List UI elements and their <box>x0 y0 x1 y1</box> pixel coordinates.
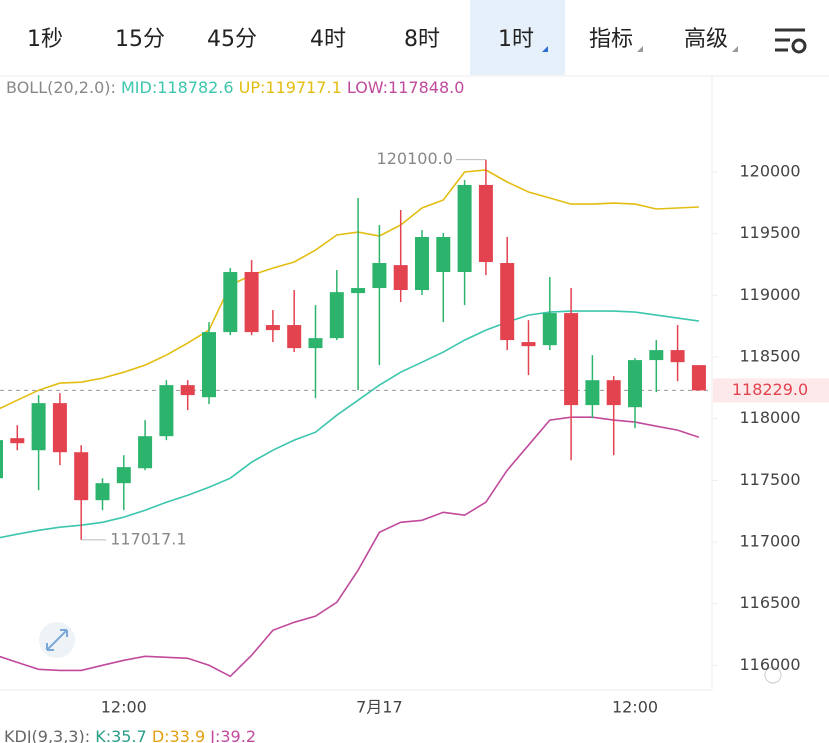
y-tick-label: 118000 <box>739 408 800 427</box>
candle-body <box>31 403 46 451</box>
candle-body <box>457 184 472 273</box>
candle-body <box>606 380 621 406</box>
candle-body <box>691 365 706 391</box>
x-tick-label: 7月17 <box>356 698 403 717</box>
x-tick-label: 12:00 <box>612 698 658 717</box>
candle-body <box>95 483 110 501</box>
indicator-legend: BOLL(20,2.0): MID:118782.6 UP:119717.1 L… <box>6 78 464 97</box>
candle-body <box>52 403 67 453</box>
candle-body <box>372 263 387 289</box>
band-line <box>0 169 699 410</box>
candle-body <box>500 263 515 341</box>
tab[interactable]: 高级 <box>684 27 728 52</box>
sub-indicator-value: K:35.7 <box>95 727 147 743</box>
sub-indicator-value: D:33.9 <box>152 727 205 743</box>
candle-body <box>223 272 238 333</box>
candle-body <box>564 313 579 406</box>
tab-bar: 1秒 15分 45分 4时 8时 1时 指标 高级 <box>27 27 738 52</box>
candle-body <box>180 385 195 396</box>
tab[interactable]: 1时 <box>498 27 534 52</box>
tab[interactable]: 1秒 <box>27 27 63 52</box>
y-tick-label: 116000 <box>739 655 800 674</box>
x-tick-label: 12:00 <box>101 698 147 717</box>
candle-body <box>628 360 642 408</box>
candle-body <box>393 265 408 291</box>
y-tick-label: 120000 <box>739 162 800 181</box>
candle-body <box>74 452 89 501</box>
sub-indicator-title: KDJ(9,3,3): <box>4 727 90 743</box>
last-price-label: 118229.0 <box>732 380 808 399</box>
tab[interactable]: 指标 <box>589 27 633 52</box>
indicator-value: LOW:117848.0 <box>347 78 465 97</box>
last-price-bg <box>713 378 829 403</box>
tab[interactable]: 8时 <box>404 27 440 52</box>
sub-indicator-value: J:39.2 <box>209 727 256 743</box>
tab[interactable]: 45分 <box>207 27 257 52</box>
band-line <box>0 416 700 678</box>
y-tick-label: 117500 <box>739 470 800 489</box>
expand-icon[interactable] <box>39 622 75 658</box>
candle-body <box>351 288 366 294</box>
candle-body <box>202 332 216 398</box>
selected-tab-bg <box>470 0 565 75</box>
candle-body <box>478 184 493 263</box>
candle-body <box>542 313 557 346</box>
max-label: 120100.0 <box>377 149 453 168</box>
indicator-value: MID:118782.6 <box>121 78 234 97</box>
y-tick-label: 119000 <box>739 285 800 304</box>
y-tick-label: 118500 <box>739 347 800 366</box>
sub-indicator-legend: KDJ(9,3,3): K:35.7 D:33.9 J:39.2 <box>4 727 256 743</box>
indicator-title: BOLL(20,2.0): <box>6 78 116 97</box>
tab[interactable]: 15分 <box>115 27 165 52</box>
plot: 116000 116500 117000 117500 118000 118500 1190… <box>0 149 829 717</box>
min-label: 117017.1 <box>110 529 186 548</box>
settings-icon[interactable] <box>775 28 807 54</box>
candle-body <box>265 325 280 331</box>
candle-body <box>585 380 600 406</box>
candle-body <box>244 272 259 333</box>
y-tick-label: 116500 <box>739 593 800 612</box>
y-tick-label: 119500 <box>739 223 800 242</box>
candle-body <box>415 236 429 291</box>
candle-body <box>287 325 302 349</box>
band-line <box>0 310 700 539</box>
candle-body <box>0 440 3 479</box>
indicator-value: UP:119717.1 <box>239 78 342 97</box>
candle-body <box>329 292 344 339</box>
candle-body <box>159 385 174 437</box>
candle-body <box>10 438 25 444</box>
candle-body <box>649 350 664 361</box>
tab[interactable]: 4时 <box>310 27 346 52</box>
candle-body <box>138 436 153 469</box>
dropdown-arrow <box>542 46 548 52</box>
dropdown-arrow <box>637 46 643 52</box>
candle-body <box>308 338 323 349</box>
candle-body <box>670 350 685 363</box>
candle-body <box>521 342 536 347</box>
dropdown-arrow <box>732 46 738 52</box>
close-icon[interactable] <box>764 666 782 684</box>
candle-body <box>116 467 131 484</box>
y-tick-label: 117000 <box>739 532 800 551</box>
candle-body <box>436 236 451 273</box>
